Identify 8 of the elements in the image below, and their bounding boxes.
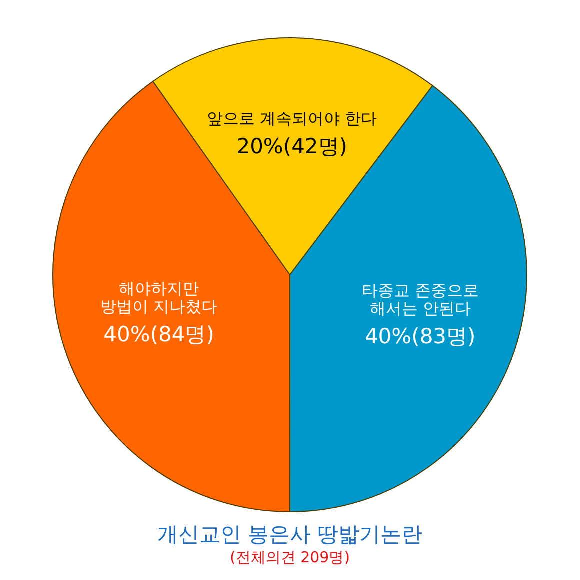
- data-label: 20%(42명): [236, 134, 348, 159]
- text: (전체의견 209명): [230, 548, 350, 566]
- slice-label: 앞으로 계속되어야 한다: [207, 109, 378, 128]
- slice-label: 타종교 존중으로 해서는 안된다: [362, 281, 479, 318]
- data-label: 40%(84명): [104, 322, 214, 347]
- slice-label: 해야하지만 방법이 지나쳤다: [100, 279, 218, 316]
- data-label: 40%(83명): [364, 324, 476, 349]
- text: 개신교인 봉은사 땅밟기논란: [157, 522, 423, 546]
